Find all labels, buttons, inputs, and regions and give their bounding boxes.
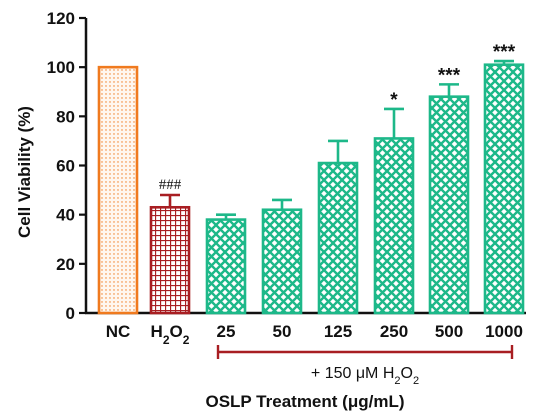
- bar-H2O2: [149, 205, 191, 315]
- bar-125: [317, 161, 359, 315]
- x-tick-labels: NC H2O2 25 50 125 250 500 1000: [106, 322, 523, 347]
- bar-1000: [483, 63, 525, 315]
- significance-label: ###: [159, 177, 182, 193]
- significance-label: ***: [493, 42, 516, 63]
- y-tick-label: 120: [47, 9, 75, 28]
- x-tick-label: 50: [273, 322, 292, 341]
- y-tick-label: 100: [47, 58, 75, 77]
- significance-label: *: [390, 90, 398, 111]
- x-tick-label: 500: [435, 322, 463, 341]
- bars: ###*******: [97, 42, 525, 315]
- significance-label: ***: [438, 65, 461, 86]
- bracket-label: + 150 μM H2O2: [311, 365, 419, 387]
- y-tick-label: 20: [56, 255, 75, 274]
- y-tick-label: 0: [66, 304, 75, 323]
- x-tick-label: 250: [380, 322, 408, 341]
- treatment-bracket: + 150 μM H2O2: [216, 345, 514, 387]
- y-tick-label: 40: [56, 206, 75, 225]
- y-axis-title: Cell Viability (%): [15, 106, 34, 238]
- y-tick-label: 60: [56, 157, 75, 176]
- x-tick-label: H2O2: [151, 322, 190, 347]
- x-axis-title: OSLP Treatment (μg/mL): [205, 392, 404, 411]
- bar-500: [428, 95, 470, 315]
- bar-25: [205, 218, 247, 315]
- bar-250: [373, 137, 415, 315]
- bar-NC: [97, 65, 139, 315]
- y-tick-label: 80: [56, 107, 75, 126]
- x-tick-label: 1000: [485, 322, 523, 341]
- x-tick-label: 25: [217, 322, 236, 341]
- x-tick-label: 125: [324, 322, 352, 341]
- bar-50: [261, 208, 303, 315]
- x-tick-label: NC: [106, 322, 131, 341]
